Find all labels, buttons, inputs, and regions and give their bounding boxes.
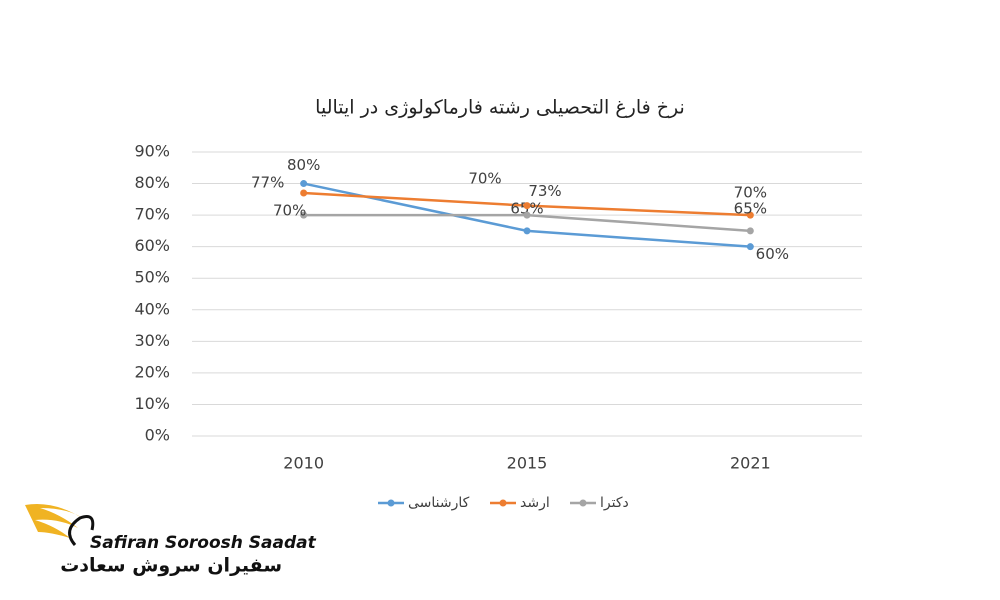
- y-tick-label: 0%: [145, 426, 170, 445]
- point: [523, 202, 531, 210]
- y-tick-label: 80%: [134, 173, 170, 192]
- point: [523, 227, 531, 235]
- point: [300, 189, 308, 197]
- legend-item: ارشد: [490, 495, 550, 511]
- y-tick-label: 20%: [134, 362, 170, 381]
- data-label: 65%: [734, 199, 767, 217]
- y-tick-label: 30%: [134, 331, 170, 350]
- y-tick-label: 60%: [134, 236, 170, 255]
- y-tick-label: 50%: [134, 268, 170, 287]
- data-label: 77%: [251, 174, 284, 192]
- logo-latin: Safiran Soroosh Saadat: [90, 533, 317, 553]
- point: [523, 211, 531, 219]
- logo-persian: سفیران سروش سعادت: [60, 555, 282, 577]
- data-label: 70%: [468, 170, 501, 188]
- data-label: 80%: [287, 156, 320, 174]
- chart-title: نرخ فارغ التحصیلی رشته فارماکولوژی در ای…: [315, 97, 685, 119]
- point: [746, 211, 754, 219]
- legend-dot: [387, 499, 395, 507]
- data-label: 73%: [528, 182, 561, 200]
- y-tick-label: 10%: [134, 394, 170, 413]
- legend-item: کارشناسی: [378, 495, 470, 511]
- legend-dot: [499, 499, 507, 507]
- data-label: 70%: [273, 202, 306, 220]
- logo-wing: [25, 504, 85, 538]
- logo: Safiran Soroosh Saadat سفیران سروش سعادت: [25, 504, 317, 577]
- logo-swan: [68, 515, 95, 546]
- x-tick-label: 2021: [730, 454, 771, 473]
- legend-label: دکترا: [600, 495, 629, 511]
- data-label: 60%: [756, 245, 789, 263]
- legend-dot: [579, 499, 587, 507]
- point: [746, 227, 754, 235]
- legend-label: کارشناسی: [408, 495, 470, 511]
- legend-label: ارشد: [520, 495, 550, 511]
- y-tick-label: 70%: [134, 205, 170, 224]
- y-tick-label: 40%: [134, 299, 170, 318]
- data-label: 70%: [734, 184, 767, 202]
- point: [300, 180, 308, 188]
- point: [746, 243, 754, 251]
- legend-item: دکترا: [570, 495, 629, 511]
- point: [300, 211, 308, 219]
- x-tick-label: 2015: [507, 454, 548, 473]
- y-tick-label: 90%: [134, 142, 170, 161]
- x-tick-label: 2010: [283, 454, 324, 473]
